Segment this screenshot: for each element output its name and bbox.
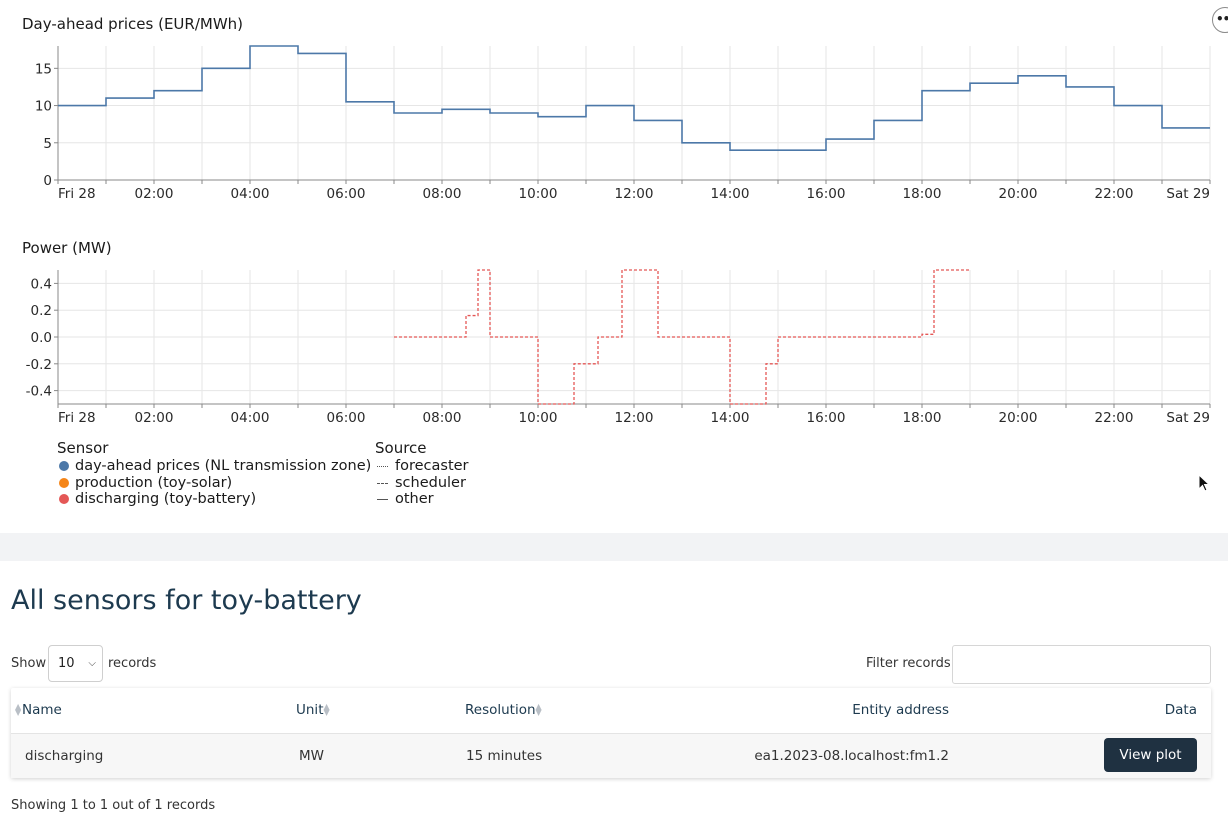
x-tick-label: Fri 28 bbox=[58, 186, 96, 202]
x-tick-label: 02:00 bbox=[135, 410, 174, 426]
filter-label: Filter records: bbox=[866, 656, 956, 671]
section-title: All sensors for toy-battery bbox=[11, 585, 362, 616]
x-tick-label: 14:00 bbox=[711, 410, 750, 426]
legend-source-item[interactable]: scheduler bbox=[377, 475, 466, 491]
table-row: discharging MW 15 minutes ea1.2023-08.lo… bbox=[11, 734, 1211, 778]
power-chart[interactable]: 0.4 0.2 0.0 -0.2 -0.4 Fri 28 02:00 04:00 06:00 08… bbox=[0, 224, 1228, 434]
chevron-down-icon: ⌵ bbox=[88, 658, 96, 669]
legend-sensor-label: discharging (toy-battery) bbox=[75, 491, 257, 507]
x-tick-label: 04:00 bbox=[231, 186, 270, 202]
series-dot-icon bbox=[59, 494, 69, 504]
x-tick-label: 22:00 bbox=[1095, 410, 1134, 426]
legend-sensor-item[interactable]: production (toy-solar) bbox=[59, 475, 232, 491]
series-dot-icon bbox=[59, 478, 69, 488]
cell-name: discharging bbox=[25, 748, 104, 764]
series-line[interactable] bbox=[58, 45, 1210, 152]
x-tick-label: 12:00 bbox=[615, 410, 654, 426]
x-tick-label: 06:00 bbox=[327, 186, 366, 202]
chart-card: Day-ahead prices (EUR/MWh) 0 5 10 15 Fri 28 0… bbox=[0, 0, 1228, 533]
y-tick-label: 0 bbox=[43, 173, 52, 189]
chart-menu-button[interactable]: ••• bbox=[1212, 7, 1228, 33]
column-header-name[interactable]: ▲ ▼Name bbox=[15, 702, 62, 718]
y-tick-label: 0.2 bbox=[31, 303, 52, 319]
column-header-unit[interactable]: Unit▲ ▼ bbox=[296, 702, 330, 718]
x-tick-label: 20:00 bbox=[999, 410, 1038, 426]
table-header-row: ▲ ▼Name Unit▲ ▼ Resolution▲ ▼ Entity addres… bbox=[11, 688, 1211, 734]
x-tick-label: 08:00 bbox=[423, 410, 462, 426]
grid bbox=[54, 46, 1211, 184]
legend-source-title: Source bbox=[375, 439, 427, 457]
y-tick-label: 0.0 bbox=[31, 330, 52, 346]
sort-icon: ▲ ▼ bbox=[535, 702, 542, 717]
sort-icon: ▲ ▼ bbox=[323, 702, 330, 717]
series-dot-icon bbox=[59, 461, 69, 471]
x-tick-label: 16:00 bbox=[807, 410, 846, 426]
legend-sensor-item[interactable]: day-ahead prices (NL transmission zone) bbox=[59, 458, 371, 474]
legend-source-label: forecaster bbox=[395, 458, 469, 474]
x-tick-label: 02:00 bbox=[135, 186, 174, 202]
cell-unit: MW bbox=[299, 748, 324, 764]
legend-sensor-item[interactable]: discharging (toy-battery) bbox=[59, 491, 256, 507]
grid bbox=[54, 270, 1211, 408]
legend-sensor-title: Sensor bbox=[57, 439, 109, 457]
price-chart-title: Day-ahead prices (EUR/MWh) bbox=[22, 15, 244, 33]
x-tick-label: 22:00 bbox=[1095, 186, 1134, 202]
solid-line-icon bbox=[377, 498, 388, 500]
x-tick-label: 18:00 bbox=[903, 186, 942, 202]
x-tick-label: 10:00 bbox=[519, 410, 558, 426]
x-tick-label: 08:00 bbox=[423, 186, 462, 202]
cell-entity-address: ea1.2023-08.localhost:fm1.2 bbox=[754, 748, 949, 764]
column-header-data[interactable]: Data bbox=[1164, 702, 1197, 718]
power-chart-title: Power (MW) bbox=[22, 239, 112, 257]
dashed-line-icon bbox=[377, 482, 388, 484]
x-tick-label: 10:00 bbox=[519, 186, 558, 202]
legend-sensor-label: day-ahead prices (NL transmission zone) bbox=[75, 458, 372, 474]
x-tick-label: 16:00 bbox=[807, 186, 846, 202]
y-tick-label: 15 bbox=[35, 61, 52, 77]
mouse-cursor-icon bbox=[1198, 474, 1211, 492]
x-tick-label: 04:00 bbox=[231, 410, 270, 426]
y-tick-label: -0.4 bbox=[26, 384, 52, 400]
legend-source-item[interactable]: other bbox=[377, 491, 434, 507]
cell-resolution: 15 minutes bbox=[466, 748, 543, 764]
records-label: records bbox=[108, 656, 157, 671]
records-per-page-value: 10 bbox=[58, 656, 75, 671]
sensors-table: ▲ ▼Name Unit▲ ▼ Resolution▲ ▼ Entity addres… bbox=[11, 688, 1211, 778]
y-tick-label: 10 bbox=[35, 99, 52, 115]
x-tick-label: 20:00 bbox=[999, 186, 1038, 202]
x-tick-label: Sat 29 bbox=[1166, 410, 1210, 426]
records-per-page-select[interactable]: 10 ⌵ bbox=[48, 645, 103, 682]
table-info: Showing 1 to 1 out of 1 records bbox=[11, 798, 216, 813]
sort-icon: ▲ ▼ bbox=[15, 702, 22, 717]
column-header-entity-address[interactable]: Entity address bbox=[852, 702, 949, 718]
x-tick-label: Sat 29 bbox=[1166, 186, 1210, 202]
ellipsis-icon: ••• bbox=[1216, 12, 1228, 26]
legend-sensor-label: production (toy-solar) bbox=[75, 475, 233, 491]
legend-source-label: other bbox=[395, 491, 434, 507]
price-chart[interactable]: 0 5 10 15 Fri 28 02:00 04:00 06:00 08:00 10:00 12:… bbox=[0, 0, 1228, 215]
x-tick-label: 14:00 bbox=[711, 186, 750, 202]
legend-source-label: scheduler bbox=[395, 475, 466, 491]
x-tick-label: 12:00 bbox=[615, 186, 654, 202]
y-tick-label: 0.4 bbox=[31, 276, 52, 292]
x-tick-label: Fri 28 bbox=[58, 410, 96, 426]
y-tick-label: 5 bbox=[43, 136, 52, 152]
sensors-section: All sensors for toy-battery Show 10 ⌵ re… bbox=[0, 561, 1228, 832]
x-tick-label: 06:00 bbox=[327, 410, 366, 426]
filter-records-input[interactable] bbox=[952, 645, 1211, 684]
legend-source-item[interactable]: forecaster bbox=[377, 458, 469, 474]
view-plot-button[interactable]: View plot bbox=[1104, 738, 1197, 772]
dotted-line-icon bbox=[377, 465, 388, 467]
y-tick-label: -0.2 bbox=[26, 357, 52, 373]
series-line[interactable] bbox=[394, 269, 970, 405]
column-header-resolution[interactable]: Resolution▲ ▼ bbox=[465, 702, 542, 718]
x-tick-label: 18:00 bbox=[903, 410, 942, 426]
show-label: Show bbox=[11, 656, 47, 671]
